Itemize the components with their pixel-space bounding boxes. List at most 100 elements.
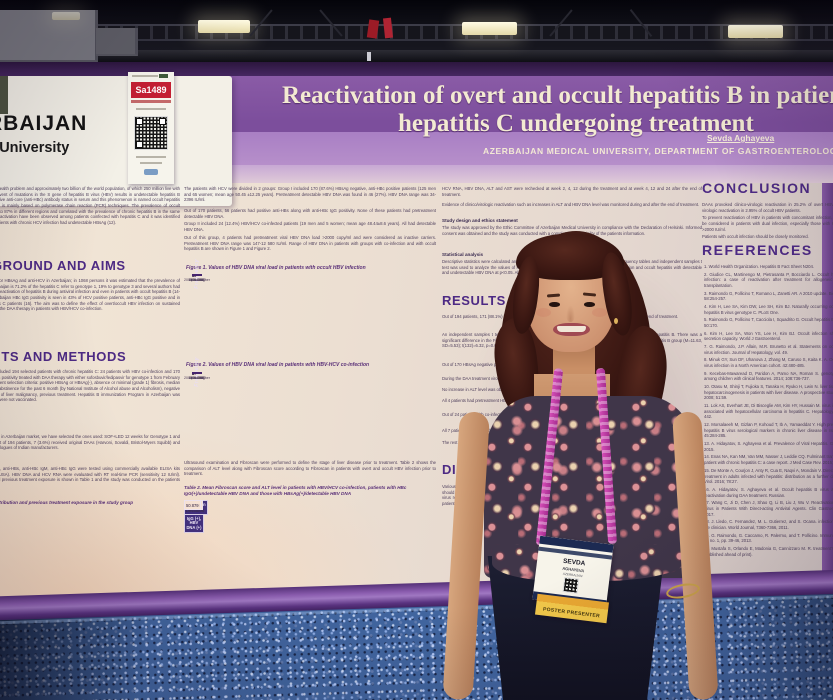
list-item: 9. Kecebas-Mawaread D, Paridon A, Pamo N… xyxy=(704,370,833,382)
ceiling-light xyxy=(728,25,783,38)
list-item: 19. G. Raimondo, G. Caccamo, R. Palermo,… xyxy=(704,532,833,544)
conclusion-bullets: DAAs provoked clinico-virologic reactiva… xyxy=(702,202,833,242)
y-tick-label: 10 xyxy=(192,372,197,376)
list-item: 16. A. Hidayatov, S. Aghayeva et al. Occ… xyxy=(704,486,833,498)
table-cell: 50.879 xyxy=(184,500,201,511)
list-item: 13. A. Hidayatov, S. Aghayeva et al. Pre… xyxy=(704,441,833,452)
tag-header-line xyxy=(132,75,158,77)
list-item: 2. Giudice CL, Martinengo M, Pietrasanta… xyxy=(704,271,833,289)
paragraph: HCV RNA, HBV DNA, ALT and AST were reche… xyxy=(442,186,702,197)
tag-footer-logo xyxy=(144,169,158,175)
list-item: 10. Otasu M, Shinji T, Fujioka S, Tanaka… xyxy=(704,384,833,400)
ceiling-duct-small xyxy=(96,28,138,56)
poster-top-frame xyxy=(0,62,833,78)
ceiling xyxy=(0,0,833,66)
tag-text-line xyxy=(136,108,166,110)
paragraph: The study was approved by the Ethic Comm… xyxy=(442,225,702,236)
paragraph: Evidence of clinico/virologic reactivati… xyxy=(442,202,700,207)
paragraph: persons were screened for HBsAg and anti… xyxy=(0,278,180,312)
ceiling-light-dim xyxy=(52,12,80,20)
plot-area: up to 100 101-500 501-1000 1001-2000 2001 an… xyxy=(184,372,210,380)
badge-qr-code-icon xyxy=(562,576,580,594)
tag-logo-mark xyxy=(159,74,168,78)
y-tick-label: 0 xyxy=(192,274,195,278)
y-tick-label: 5 xyxy=(192,274,195,278)
poster-affiliation: AZERBAIJAN MEDICAL UNIVERSITY, DEPARTMEN… xyxy=(483,146,833,156)
paragraph: Out of 170 patients, 56 patients had pos… xyxy=(184,208,436,219)
ceiling-rail xyxy=(0,50,833,62)
poster-column-2: The patients with HCV were divided in 2 … xyxy=(184,186,436,626)
poster-title-line1: Reactivation of overt and occult hepatit… xyxy=(282,82,833,109)
list-item: 1. World Health Organization. Hepatitis … xyxy=(704,264,814,269)
paragraph: Group II included 24 (12.4%) HBV/HCV co-… xyxy=(184,221,436,232)
paragraph: is a considerable global health problem … xyxy=(0,186,180,226)
paragraph: Based on DAA availability in Azerbaijan … xyxy=(0,434,180,451)
tag-text-line xyxy=(136,156,166,158)
teeth xyxy=(557,326,586,332)
qr-finder xyxy=(159,118,166,125)
x-tick-label: 101-500 xyxy=(190,277,204,282)
x-tick-label: up to 100 xyxy=(189,277,205,282)
list-item: 14. Enas NA, Kan NM, Van MM, Nasser J, L… xyxy=(704,454,833,466)
list-item: To prevent reactivation of HBV in patien… xyxy=(702,215,833,232)
session-code: Sa1489 xyxy=(131,82,171,98)
section-header-conclusion: CONCLUSION xyxy=(702,180,812,196)
list-item: Patients with occult infection should be… xyxy=(702,234,809,240)
y-axis-ticks: 10 8 6 4 2 0 xyxy=(192,372,203,383)
x-tick-label: 2001 and higher xyxy=(184,375,210,380)
figure2-bar-chart: Frequency 10 8 6 4 2 0 up to 100 101-500 501-10… xyxy=(184,357,414,456)
arm-right xyxy=(442,411,490,700)
list-item: 11. Lok AS, Everhart JE, Di Bisceglie AM… xyxy=(704,403,833,419)
poster-column-4: CONCLUSION DAAs provoked clinico-virolog… xyxy=(702,180,833,620)
plot-area: up to 100 101-500 501-1000 1001-2000 2001 an… xyxy=(184,274,210,282)
x-tick-label: 101-500 xyxy=(190,375,204,380)
list-item: 12. Morsalaeeh M, Gizlan P, Kohoud T, Ib… xyxy=(704,422,833,438)
list-item: 6. Kim H, Lee SA, Won YS, Lee H, Kim BJ.… xyxy=(704,330,833,342)
ceiling-fixture xyxy=(367,52,371,61)
qr-code-icon xyxy=(134,116,168,150)
list-item: 8. Minuk GY, Sun DF, Uhanova J, Zhang M,… xyxy=(704,357,833,369)
cheek-left xyxy=(536,308,551,317)
table1-caption: Table 1. Genotype distribution and previ… xyxy=(0,500,134,505)
university-crest-icon xyxy=(0,76,8,114)
ceiling-light xyxy=(198,20,250,33)
y-tick-label: 20 xyxy=(192,274,197,278)
subheader-study-design: Study design and ethics statement xyxy=(442,218,518,223)
poster-right-edge xyxy=(822,183,833,583)
qr-finder xyxy=(136,118,143,125)
earring xyxy=(614,318,618,324)
list-item: 4. Kim H, Lee SA, Kim DW, Lee SH, Kim BJ… xyxy=(704,304,833,315)
subheader-statistical-analysis: Statistical analysis xyxy=(442,252,484,257)
table2-caption: Table 2. Mean Fibroscan score and ALT le… xyxy=(184,485,407,496)
y-axis-ticks: 20 15 10 5 0 xyxy=(192,274,203,285)
section-header-background-aims: BACKGROUND AND AIMS xyxy=(0,258,126,273)
poster-column-1: is a considerable global health problem … xyxy=(0,186,207,626)
cheek-right xyxy=(592,308,607,317)
poster-title-line2: hepatitis C undergoing treatment xyxy=(398,110,754,137)
paragraph: Serum HBsAg, anti-HCV, anti-HBs, anti-HB… xyxy=(0,466,180,483)
x-tick-label: up to 100 xyxy=(189,375,205,380)
section-header-references: REFERENCES xyxy=(702,242,813,258)
list-item: 15. De Monte A, Courjon J, Anty R, Cua E… xyxy=(704,467,833,485)
list-item: 5. Raimondo G, Pollicino T, Cacciola I, … xyxy=(704,317,833,329)
ceiling-light xyxy=(462,22,517,35)
list-item: 3. Raimondo G, Pollicino T, Romano L, Za… xyxy=(704,290,833,302)
qr-finder xyxy=(136,141,143,148)
figure2-caption: Figure 2. Values of HBV DNA viral load i… xyxy=(186,362,370,368)
y-tick-label: 10 xyxy=(192,274,197,278)
tag-text-line xyxy=(140,162,162,164)
y-tick-label: 4 xyxy=(192,372,195,376)
university-name: AZERBAIJAN xyxy=(0,112,88,135)
figure1-caption: Figure 1. Values of HBV DNA viral load i… xyxy=(186,265,366,271)
nose xyxy=(566,305,575,322)
y-tick-label: 2 xyxy=(192,372,195,376)
paragraph: No increase in ALT level was observed in… xyxy=(442,387,539,392)
list-item: 18. J. Lledo, C. Fernandez, M. L. Gutier… xyxy=(704,519,833,530)
x-tick-label: 1001-2000 xyxy=(188,277,206,282)
y-tick-label: 8 xyxy=(192,372,195,376)
y-tick-label: 0 xyxy=(192,372,195,376)
university-subname: Medical University xyxy=(0,140,70,156)
section-header-results: RESULTS xyxy=(442,293,506,308)
